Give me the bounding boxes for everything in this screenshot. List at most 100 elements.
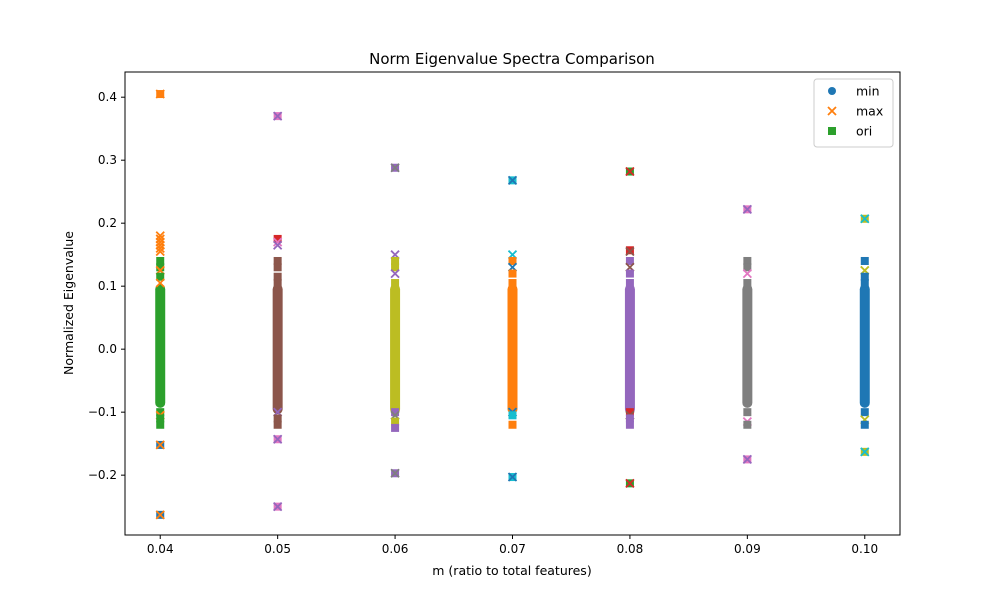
point-group-5	[742, 204, 753, 465]
point-group-0	[155, 89, 166, 520]
data-point	[155, 510, 165, 520]
data-point	[391, 408, 400, 417]
y-tick-label: −0.2	[88, 468, 117, 482]
point-band	[742, 284, 753, 408]
point-group-6	[859, 214, 870, 457]
data-point	[507, 472, 518, 482]
data-point	[273, 414, 282, 423]
data-point	[860, 272, 869, 281]
data-point	[391, 279, 400, 288]
data-point	[156, 420, 165, 429]
data-point	[742, 204, 752, 214]
legend-marker-min	[828, 87, 836, 95]
data-point	[390, 163, 400, 173]
data-point	[391, 423, 400, 432]
data-point	[508, 420, 517, 429]
data-point	[156, 408, 165, 417]
data-point	[743, 256, 752, 265]
legend-marker-ori	[828, 127, 836, 135]
data-point	[743, 263, 752, 272]
y-tick-label: 0.1	[98, 279, 117, 293]
data-point	[273, 111, 283, 121]
legend-label-ori: ori	[856, 124, 872, 139]
data-point	[625, 256, 634, 265]
data-point	[625, 279, 634, 288]
data-point	[391, 417, 400, 426]
data-point	[273, 279, 282, 288]
data-marks	[155, 89, 870, 520]
data-point	[508, 269, 517, 278]
data-point	[625, 408, 634, 417]
data-point	[155, 243, 165, 254]
x-tick-label: 0.05	[264, 542, 291, 556]
data-point	[860, 420, 869, 429]
data-point	[273, 263, 282, 272]
data-point	[860, 256, 869, 265]
data-point	[273, 502, 283, 512]
legend-marker-max	[827, 106, 837, 116]
point-band	[155, 284, 166, 408]
data-point	[390, 468, 400, 478]
data-point	[156, 414, 165, 423]
x-tick-label: 0.04	[147, 542, 174, 556]
data-point	[273, 234, 282, 243]
point-group-2	[390, 163, 401, 478]
data-point	[743, 279, 752, 288]
data-point	[273, 272, 282, 281]
data-point	[391, 263, 400, 272]
y-axis-label: Normalized Eigenvalue	[61, 231, 76, 375]
data-point	[625, 246, 635, 257]
data-point	[273, 237, 283, 247]
point-band	[624, 284, 635, 415]
y-tick-label: 0.3	[98, 153, 117, 167]
data-point	[155, 278, 165, 288]
data-point	[860, 408, 869, 417]
data-point	[743, 420, 752, 429]
x-tick-label: 0.06	[382, 542, 409, 556]
point-group-1	[272, 111, 283, 512]
data-point	[155, 440, 165, 450]
data-point	[156, 256, 165, 265]
x-tick-label: 0.10	[851, 542, 878, 556]
x-tick-label: 0.08	[617, 542, 644, 556]
point-group-4	[624, 166, 635, 488]
point-band	[390, 284, 401, 415]
data-point	[156, 272, 165, 281]
data-point	[390, 268, 400, 279]
data-point	[273, 420, 282, 429]
legend: min max ori	[813, 78, 894, 148]
data-point	[273, 256, 282, 265]
data-point	[742, 454, 752, 465]
data-point	[155, 246, 165, 257]
data-point	[508, 279, 517, 288]
data-point	[508, 411, 517, 420]
y-tick-label: 0.0	[98, 342, 117, 356]
point-band	[859, 284, 870, 408]
data-point	[860, 447, 870, 457]
data-point	[273, 434, 283, 444]
data-point	[508, 256, 517, 265]
x-axis: 0.04 0.05 0.06 0.07 0.08 0.09 0.10	[147, 535, 878, 556]
x-tick-label: 0.07	[499, 542, 526, 556]
data-point	[625, 414, 634, 423]
data-point	[391, 256, 400, 265]
point-band	[507, 284, 518, 415]
y-tick-label: −0.1	[88, 405, 117, 419]
legend-label-min: min	[856, 84, 880, 99]
data-point	[155, 89, 165, 99]
data-point	[625, 478, 635, 488]
y-axis: −0.2 −0.1 0.0 0.1 0.2 0.3 0.4	[88, 90, 125, 482]
data-point	[860, 214, 870, 224]
chart-title: Norm Eigenvalue Spectra Comparison	[369, 50, 655, 68]
data-point	[742, 268, 752, 279]
data-point	[860, 279, 869, 288]
point-band	[272, 284, 283, 415]
x-axis-label: m (ratio to total features)	[432, 563, 591, 578]
y-tick-label: 0.2	[98, 216, 117, 230]
data-point	[507, 175, 518, 185]
x-tick-label: 0.09	[734, 542, 761, 556]
data-point	[625, 420, 634, 429]
legend-label-max: max	[856, 104, 883, 119]
